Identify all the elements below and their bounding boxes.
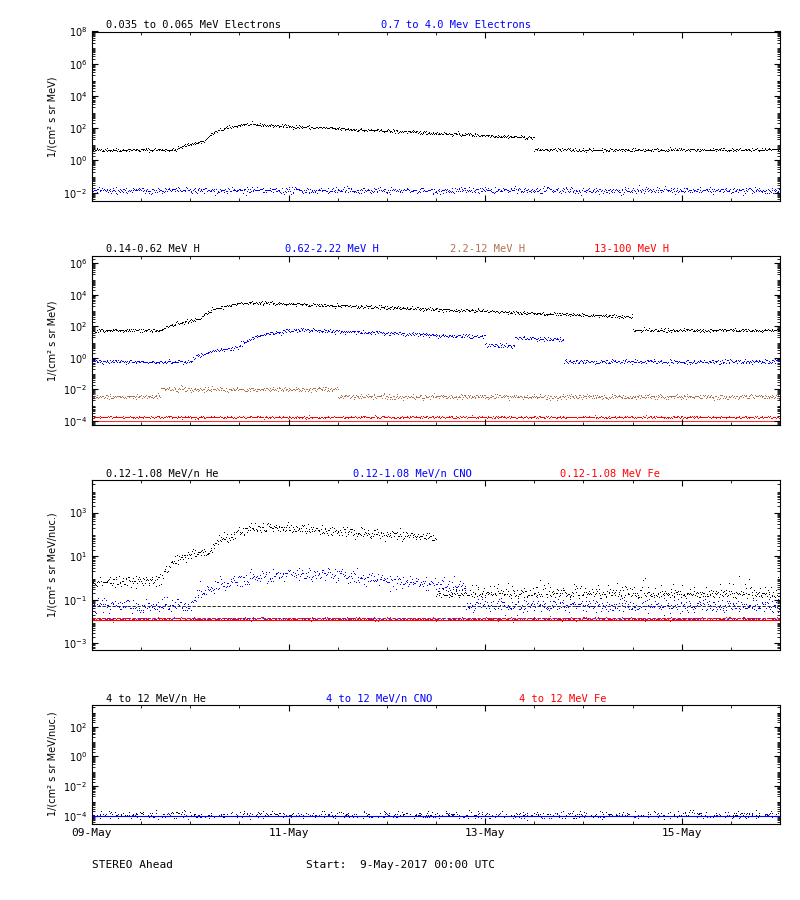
Text: 0.62-2.22 MeV H: 0.62-2.22 MeV H bbox=[285, 244, 378, 254]
Text: 2.2-12 MeV H: 2.2-12 MeV H bbox=[450, 244, 525, 254]
Y-axis label: 1/(cm² s sr MeV): 1/(cm² s sr MeV) bbox=[47, 301, 58, 381]
Text: 0.7 to 4.0 Mev Electrons: 0.7 to 4.0 Mev Electrons bbox=[381, 20, 531, 30]
Text: 0.12-1.08 MeV/n CNO: 0.12-1.08 MeV/n CNO bbox=[354, 469, 472, 479]
Text: 13-100 MeV H: 13-100 MeV H bbox=[594, 244, 670, 254]
Y-axis label: 1/(cm² s sr MeV/nuc.): 1/(cm² s sr MeV/nuc.) bbox=[47, 712, 58, 816]
Text: 4 to 12 MeV Fe: 4 to 12 MeV Fe bbox=[518, 694, 606, 704]
Text: 0.14-0.62 MeV H: 0.14-0.62 MeV H bbox=[106, 244, 199, 254]
Text: 0.035 to 0.065 MeV Electrons: 0.035 to 0.065 MeV Electrons bbox=[106, 20, 281, 30]
Text: 4 to 12 MeV/n He: 4 to 12 MeV/n He bbox=[106, 694, 206, 704]
Text: STEREO Ahead: STEREO Ahead bbox=[92, 860, 173, 870]
Text: 0.12-1.08 MeV Fe: 0.12-1.08 MeV Fe bbox=[560, 469, 660, 479]
Text: Start:  9-May-2017 00:00 UTC: Start: 9-May-2017 00:00 UTC bbox=[306, 860, 494, 870]
Text: 4 to 12 MeV/n CNO: 4 to 12 MeV/n CNO bbox=[326, 694, 432, 704]
Y-axis label: 1/(cm² s sr MeV/nuc.): 1/(cm² s sr MeV/nuc.) bbox=[47, 513, 58, 617]
Y-axis label: 1/(cm² s sr MeV): 1/(cm² s sr MeV) bbox=[48, 76, 58, 157]
Text: 0.12-1.08 MeV/n He: 0.12-1.08 MeV/n He bbox=[106, 469, 218, 479]
